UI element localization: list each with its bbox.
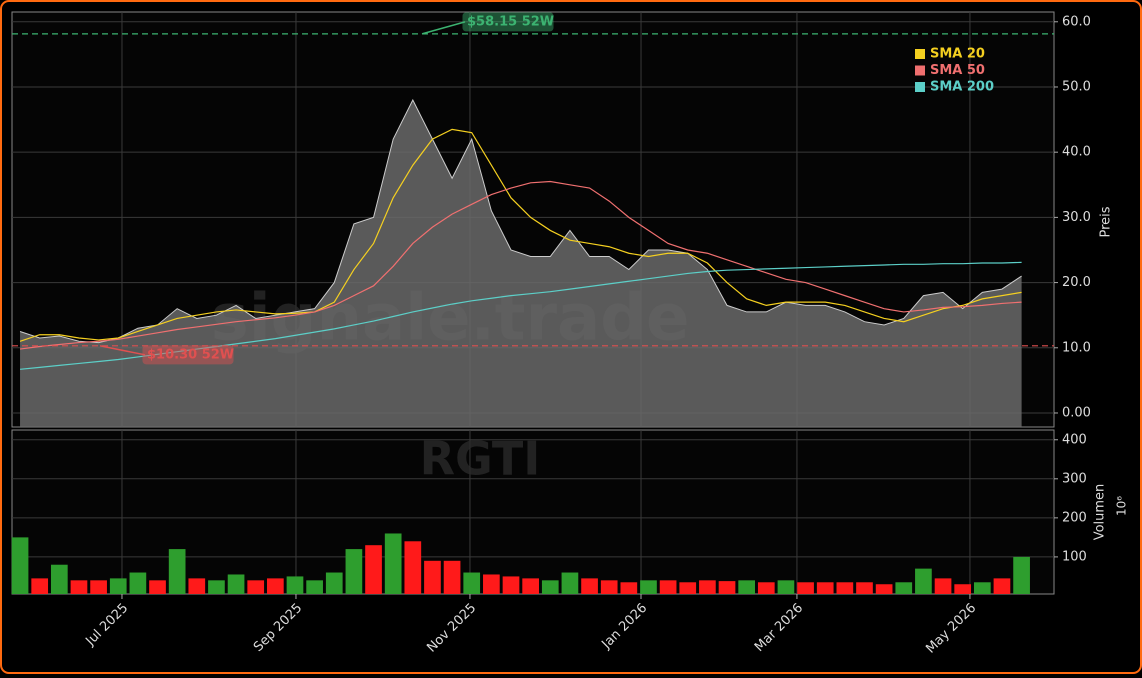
- volume-bar: [50, 564, 68, 594]
- y-tick-label: 50.0: [1062, 79, 1091, 94]
- volume-bar: [777, 580, 795, 594]
- volume-bar: [443, 560, 461, 594]
- volume-bar: [973, 582, 991, 594]
- volume-bar: [424, 560, 441, 594]
- volume-bar: [188, 578, 206, 594]
- volume-bar: [345, 549, 363, 594]
- y-tick-label: 400: [1062, 432, 1087, 447]
- volume-bar: [1013, 556, 1030, 594]
- volume-bar: [208, 580, 225, 594]
- volume-bar: [227, 574, 245, 594]
- volume-bar: [836, 582, 854, 594]
- legend-swatch: [915, 82, 925, 92]
- volume-bar: [895, 582, 913, 594]
- volume-bar: [699, 580, 716, 594]
- legend-swatch: [915, 49, 925, 59]
- watermark: RGTI: [420, 432, 541, 486]
- y-tick-label: 30.0: [1062, 210, 1091, 225]
- volume-bar: [483, 574, 500, 594]
- annotation-label: $10.30 52W: [147, 347, 234, 362]
- volume-bar: [247, 580, 265, 594]
- volume-panel: [11, 429, 1055, 595]
- volume-bar: [384, 533, 402, 594]
- volume-bar: [757, 582, 775, 594]
- sma-line: [19, 180, 1022, 350]
- annotation-label: $58.15 52W: [467, 14, 554, 29]
- volume-bar: [797, 582, 814, 594]
- legend-swatch: [915, 65, 925, 76]
- y-tick-label: 300: [1062, 471, 1087, 486]
- volume-bar: [463, 572, 481, 594]
- volume-bar: [404, 541, 422, 594]
- volume-bar: [286, 576, 304, 594]
- volume-bar: [11, 537, 29, 594]
- y-tick-label: 20.0: [1062, 275, 1091, 290]
- annotation-arrow: [421, 21, 466, 35]
- volume-bar: [541, 580, 559, 594]
- y-tick-label: 40.0: [1062, 145, 1091, 160]
- volume-bar: [679, 582, 697, 594]
- volume-bar: [325, 572, 343, 594]
- sma-line: [19, 261, 1022, 370]
- annotation-box: [142, 345, 234, 365]
- price-line: [19, 98, 1022, 344]
- y-tick-label: 100: [1062, 549, 1087, 564]
- volume-bar: [738, 580, 756, 594]
- y-axis-label: Volumen: [1093, 484, 1108, 541]
- volume-bar: [640, 580, 657, 594]
- volume-bar: [934, 578, 952, 594]
- volume-bar: [502, 576, 520, 594]
- volume-bar: [561, 572, 579, 594]
- legend-label: SMA 20: [930, 47, 985, 62]
- price-area: [20, 100, 1022, 428]
- sma-line: [19, 128, 1022, 342]
- volume-bar: [109, 578, 127, 594]
- annotation-arrow: [99, 345, 146, 356]
- volume-bar: [620, 582, 638, 594]
- volume-bar: [915, 568, 932, 594]
- axis-multiplier: 10⁶: [1115, 496, 1129, 516]
- volume-bar: [522, 578, 539, 594]
- volume-bar: [875, 584, 893, 594]
- y-tick-label: 60.0: [1062, 14, 1091, 29]
- volume-bar: [856, 582, 873, 594]
- y-tick-label: 200: [1062, 510, 1087, 525]
- volume-bar: [129, 572, 147, 594]
- volume-bar: [954, 584, 972, 594]
- volume-bar: [306, 580, 323, 594]
- volume-bar: [600, 580, 618, 594]
- y-tick-label: 10.0: [1062, 340, 1091, 355]
- legend-label: SMA 200: [930, 80, 994, 95]
- volume-bar: [816, 582, 834, 594]
- y-axis-label: Preis: [1099, 206, 1114, 237]
- volume-bar: [718, 581, 736, 594]
- legend-label: SMA 50: [930, 63, 985, 78]
- volume-bar: [365, 545, 382, 594]
- volume-bar: [168, 549, 186, 594]
- volume-bar: [149, 580, 166, 594]
- volume-bar: [993, 578, 1011, 594]
- volume-bar: [70, 580, 88, 594]
- y-tick-label: 0.00: [1062, 405, 1091, 420]
- volume-bar: [90, 580, 107, 594]
- volume-bar: [267, 578, 284, 594]
- volume-bar: [581, 578, 598, 594]
- annotation-box: [462, 12, 554, 32]
- volume-bar: [659, 580, 677, 594]
- volume-bar: [31, 578, 49, 594]
